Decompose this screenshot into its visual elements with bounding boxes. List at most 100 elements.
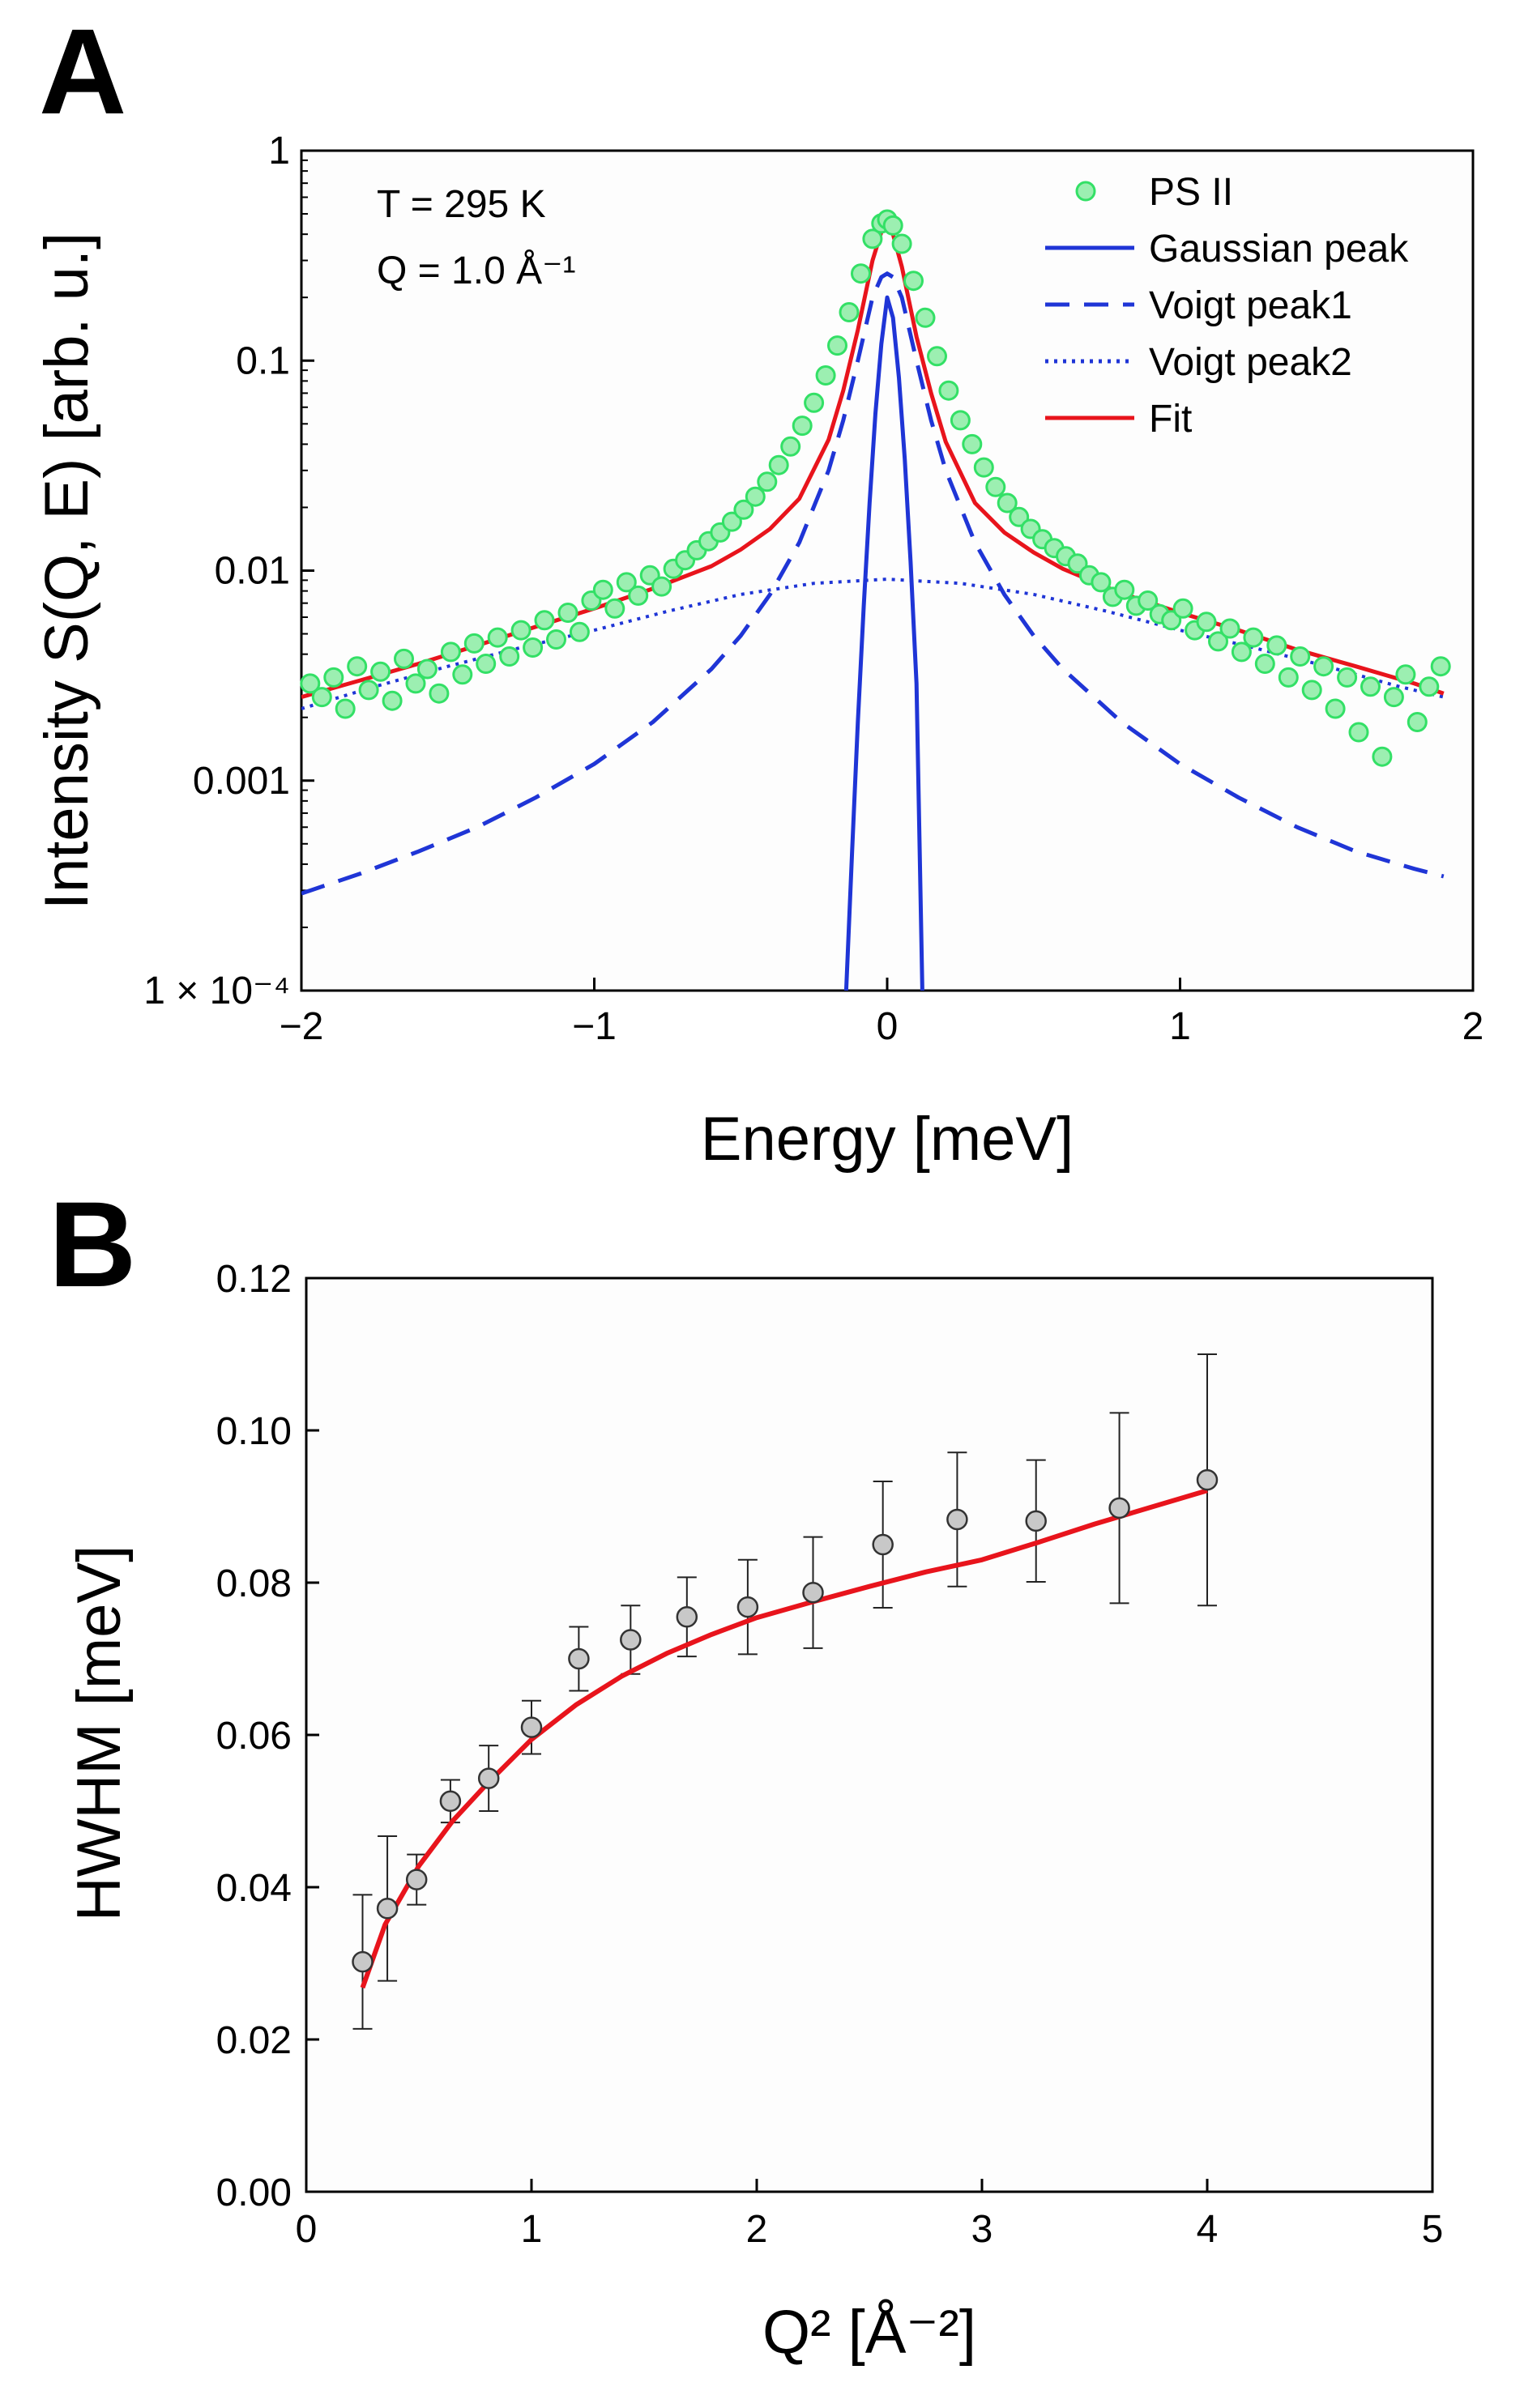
y-tick-label-a: 0.01 (215, 550, 290, 593)
data-point-hwhm (872, 1533, 894, 1556)
markers-ps-ii (300, 209, 1451, 767)
data-point-ps-ii (839, 302, 860, 322)
data-point-hwhm (376, 1898, 399, 1920)
data-point-ps-ii (1360, 676, 1381, 697)
data-point-ps-ii (616, 572, 637, 593)
data-point-ps-ii (985, 476, 1006, 497)
data-point-ps-ii (523, 637, 544, 658)
y-tick-label-b: 0.02 (216, 2019, 292, 2062)
data-point-ps-ii (510, 620, 531, 641)
data-point-hwhm (736, 1596, 759, 1618)
x-tick-label-a: −1 (572, 1005, 617, 1048)
panel-a: A 1 0.1 0.01 0.001 1 × 10⁻⁴ −2 −1 0 1 2 Energy [… (32, 3, 1483, 1174)
data-point-hwhm (439, 1790, 462, 1813)
x-tick-label-a: 2 (1462, 1005, 1484, 1048)
data-point-ps-ii (1243, 627, 1264, 648)
data-point-hwhm (568, 1647, 590, 1670)
data-point-ps-ii (546, 629, 566, 650)
data-point-ps-ii (851, 263, 871, 284)
data-point-ps-ii (962, 433, 983, 454)
x-tick-label-a: 0 (877, 1005, 899, 1048)
data-point-ps-ii (903, 271, 924, 292)
data-point-ps-ii (1395, 664, 1416, 685)
data-point-ps-ii (768, 454, 789, 475)
legend-swatch-ps-ii (1075, 181, 1096, 202)
y-axis-a: 1 0.1 0.01 0.001 1 × 10⁻⁴ (143, 130, 314, 1012)
legend-label: Gaussian peak (1149, 228, 1409, 271)
series-b (352, 1353, 1219, 2030)
data-point-ps-ii (1325, 698, 1346, 719)
data-point-ps-ii (429, 683, 450, 704)
data-point-hwhm (520, 1716, 543, 1738)
data-point-ps-ii (1419, 676, 1440, 697)
data-point-hwhm (405, 1869, 428, 1890)
data-point-ps-ii (827, 335, 847, 356)
data-point-ps-ii (382, 690, 403, 711)
series-line-voigt-peak1 (301, 271, 1445, 896)
data-point-hwhm (676, 1606, 698, 1628)
data-point-ps-ii (891, 233, 912, 254)
data-point-ps-ii (1138, 590, 1159, 611)
y-tick-label-a: 0.1 (236, 339, 290, 382)
data-point-ps-ii (592, 579, 613, 600)
data-point-ps-ii (915, 307, 936, 328)
data-point-ps-ii (862, 228, 883, 249)
data-point-ps-ii (745, 486, 766, 507)
data-point-ps-ii (780, 436, 801, 457)
x-tick-label-b: 5 (1422, 2208, 1444, 2251)
data-point-hwhm (946, 1508, 968, 1531)
annotation-temperature: T = 295 K (377, 183, 546, 226)
data-point-ps-ii (1231, 641, 1252, 663)
plot-area-b (305, 1276, 1434, 2193)
plot-area-a (300, 149, 1475, 992)
data-point-ps-ii (1254, 654, 1275, 674)
legend-label: Fit (1149, 398, 1192, 441)
data-point-ps-ii (416, 658, 438, 680)
y-tick-label-b: 0.00 (216, 2171, 292, 2214)
series-line-gaussian-peak (843, 295, 924, 991)
data-point-ps-ii (394, 648, 414, 669)
panel-b: B 0.00 0.02 0.04 0.06 0.08 0.10 0.12 0 1 2 3 4 5 Q²… (49, 1176, 1443, 2367)
data-point-ps-ii (1383, 687, 1404, 708)
data-point-hwhm (620, 1629, 642, 1651)
data-point-ps-ii (628, 585, 649, 606)
x-tick-label-b: 2 (746, 2208, 768, 2251)
data-point-ps-ii (487, 627, 508, 648)
x-axis-b: 0 1 2 3 4 5 (296, 2179, 1444, 2251)
data-point-ps-ii (792, 416, 813, 437)
y-tick-label-a: 0.001 (193, 760, 290, 803)
legend-label: Voigt peak1 (1149, 284, 1352, 327)
data-point-ps-ii (1278, 667, 1299, 688)
data-point-ps-ii (476, 654, 497, 674)
data-point-ps-ii (463, 633, 485, 654)
x-axis-title-a: Energy [meV] (701, 1105, 1074, 1174)
data-point-ps-ii (557, 603, 578, 623)
data-point-ps-ii (1430, 656, 1451, 677)
data-point-ps-ii (534, 610, 555, 631)
x-tick-label-b: 4 (1197, 2208, 1219, 2251)
data-point-hwhm (1196, 1468, 1219, 1491)
data-point-ps-ii (569, 621, 590, 642)
data-point-ps-ii (1407, 712, 1428, 732)
x-tick-label-b: 1 (521, 2208, 543, 2251)
data-point-ps-ii (1266, 635, 1287, 656)
data-point-hwhm (477, 1767, 500, 1789)
x-tick-label-b: 0 (296, 2208, 318, 2251)
annotation-q: Q = 1.0 Å⁻¹ (377, 249, 575, 292)
data-point-ps-ii (440, 641, 461, 663)
y-tick-label-a: 1 (268, 130, 290, 173)
data-point-ps-ii (370, 661, 391, 682)
data-point-ps-ii (358, 680, 379, 701)
data-point-ps-ii (452, 664, 473, 685)
y-axis-title-b: HWHM [meV] (65, 1545, 134, 1921)
data-point-ps-ii (1172, 598, 1193, 619)
legend-label: PS II (1149, 171, 1233, 214)
y-tick-label-b: 0.12 (216, 1258, 292, 1301)
x-axis-a: −2 −1 0 1 2 (280, 978, 1484, 1048)
data-point-ps-ii (757, 471, 778, 492)
data-point-ps-ii (804, 392, 825, 413)
y-tick-label-b: 0.08 (216, 1562, 292, 1605)
data-point-ps-ii (882, 215, 903, 236)
x-tick-label-b: 3 (971, 2208, 993, 2251)
data-point-ps-ii (815, 365, 836, 386)
